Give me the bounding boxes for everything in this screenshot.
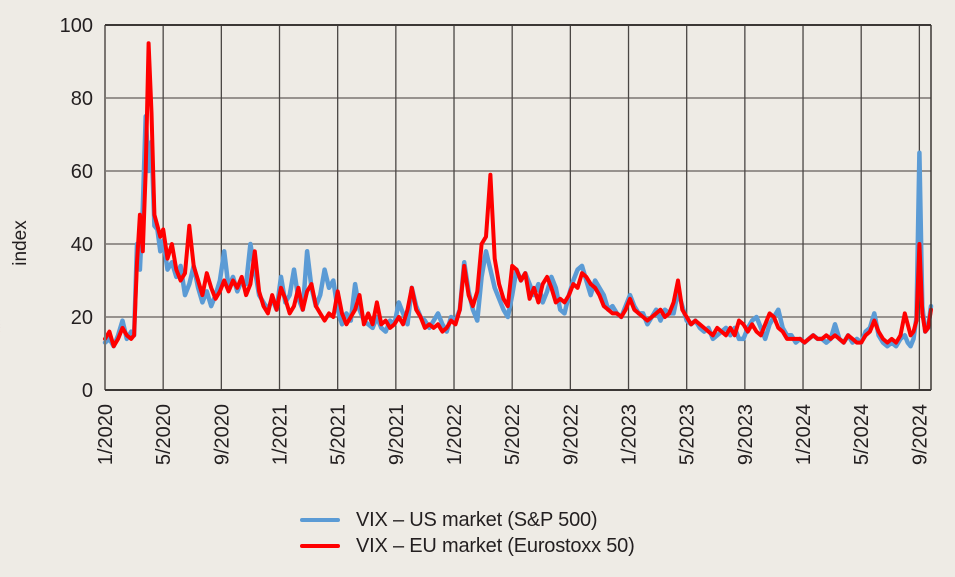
- y-tick-labels: 0 20 40 60 80 100: [60, 15, 93, 402]
- legend-item-eu: VIX – EU market (Eurostoxx 50): [298, 533, 635, 559]
- x-tick-label: 5/2020: [153, 404, 175, 465]
- x-tick-label: 1/2021: [270, 404, 292, 465]
- legend-swatch-eu: [300, 544, 340, 548]
- x-tick-label: 9/2021: [386, 404, 408, 465]
- series-line-eu-vix: [103, 41, 933, 349]
- y-axis-title: index: [10, 220, 31, 266]
- x-tick-label: 1/2023: [619, 404, 641, 465]
- legend-label-us: VIX – US market (S&P 500): [356, 508, 598, 531]
- y-tick-label: 100: [60, 15, 93, 37]
- x-tick-label: 9/2020: [211, 404, 233, 465]
- y-tick-label: 0: [82, 380, 93, 402]
- x-tick-label: 9/2022: [560, 404, 582, 465]
- axes: [104, 24, 932, 391]
- x-tick-label: 1/2020: [95, 404, 117, 465]
- x-tick-label: 5/2021: [328, 404, 350, 465]
- series-points-eu-vix: [0, 43, 932, 347]
- y-tick-label: 60: [71, 161, 93, 183]
- legend-label-eu: VIX – EU market (Eurostoxx 50): [356, 534, 635, 557]
- x-tick-labels: 1/2020 5/2020 9/2020 1/2021 5/2021 9/2021 1/20…: [95, 404, 931, 465]
- legend: VIX – US market (S&P 500) VIX – EU marke…: [298, 507, 635, 559]
- series-line-us-vix: [102, 114, 934, 349]
- x-tick-label: 1/2024: [793, 404, 815, 465]
- x-tick-label: 9/2023: [735, 404, 757, 465]
- x-tick-label: 1/2022: [444, 404, 466, 465]
- x-tick-label: 5/2023: [677, 404, 699, 465]
- x-tick-label: 9/2024: [909, 404, 931, 465]
- series-layer: [0, 41, 934, 349]
- x-tick-label: 5/2022: [502, 404, 524, 465]
- legend-swatch-us: [300, 518, 340, 522]
- x-tick-label: 5/2024: [851, 404, 873, 465]
- y-tick-label: 20: [71, 307, 93, 329]
- grid: [105, 24, 931, 390]
- y-tick-label: 80: [71, 88, 93, 110]
- y-tick-label: 40: [71, 234, 93, 256]
- legend-item-us: VIX – US market (S&P 500): [298, 507, 635, 533]
